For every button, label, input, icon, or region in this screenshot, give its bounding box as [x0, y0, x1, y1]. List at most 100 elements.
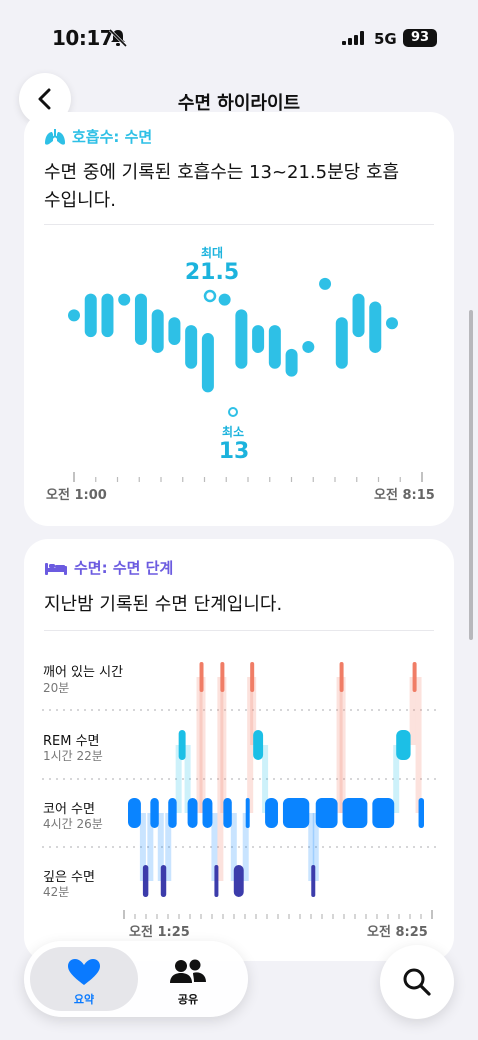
search-icon — [403, 968, 431, 996]
x-axis-start-label: 오전 1:25 — [129, 925, 190, 940]
tab-sharing-label: 공유 — [177, 993, 199, 1006]
stage-transition — [165, 813, 172, 881]
sleep-tag-label: 수면: 수면 단계 — [74, 559, 174, 577]
max-label: 최대 — [200, 246, 224, 260]
divider — [44, 630, 434, 631]
stage-segment — [202, 798, 213, 828]
stage-segment — [160, 865, 167, 897]
chevron-left-icon — [38, 88, 51, 110]
min-marker — [228, 407, 238, 417]
stage-awake-duration: 20분 — [43, 681, 70, 695]
stage-segment — [265, 798, 278, 828]
stage-transition — [157, 813, 164, 881]
stage-segment — [418, 798, 424, 828]
x-axis-end-label: 오전 8:25 — [367, 925, 428, 940]
stage-transition — [262, 745, 269, 813]
stage-transition — [175, 745, 182, 813]
stage-transition — [139, 813, 146, 881]
stage-segment — [396, 730, 411, 760]
divider — [44, 224, 434, 225]
data-point — [118, 293, 131, 306]
lungs-icon — [45, 128, 65, 145]
sleep-stages-card[interactable]: 수면: 수면 단계 지난밤 기록된 수면 단계입니다. 깨어 있는 시간 20분… — [24, 539, 454, 961]
stage-transition — [247, 677, 254, 813]
network-type: 5G — [374, 30, 397, 48]
stage-segment — [128, 798, 141, 828]
stage-segment — [233, 865, 244, 897]
stage-transition — [312, 813, 319, 881]
x-axis-start-label: 오전 1:00 — [46, 488, 107, 503]
stage-transition — [217, 677, 224, 881]
stage-segment — [253, 730, 264, 760]
stage-transition — [196, 677, 203, 813]
stage-segment — [150, 798, 159, 828]
stage-transition — [242, 813, 249, 881]
stage-core-label: 코어 수면 — [43, 802, 95, 817]
bell-slash-icon — [108, 29, 128, 47]
data-point — [68, 309, 80, 322]
tab-summary[interactable]: 요약 — [30, 947, 138, 1011]
stage-transition — [184, 745, 191, 813]
stage-transition — [393, 745, 400, 813]
stage-transition — [220, 677, 227, 813]
tab-bar: 요약 공유 — [24, 941, 248, 1017]
stage-segment — [199, 662, 204, 692]
stage-awake-label: 깨어 있는 시간 — [43, 665, 124, 680]
tab-summary-label: 요약 — [73, 993, 95, 1006]
heart-icon — [68, 959, 100, 985]
stage-transition — [339, 677, 346, 813]
data-point — [218, 293, 231, 306]
status-bar: 10:17 5G 93 — [0, 0, 478, 70]
stage-segment — [342, 798, 368, 828]
stage-segment — [220, 662, 225, 692]
stage-segment — [223, 798, 232, 828]
stage-segment — [311, 865, 316, 897]
stage-segment — [178, 730, 186, 760]
stage-core-duration: 4시간 26분 — [43, 817, 103, 831]
stage-transition — [147, 813, 154, 881]
data-point — [302, 340, 315, 353]
status-time: 10:17 — [52, 26, 114, 50]
respiratory-tag-label: 호흡수: 수면 — [72, 128, 153, 146]
respiratory-tag: 호흡수: 수면 — [44, 126, 152, 147]
stage-segment — [282, 798, 310, 828]
min-value: 13 — [218, 439, 250, 464]
stage-transition — [336, 677, 343, 813]
stage-segment — [412, 662, 417, 692]
sleep-tag: 수면: 수면 단계 — [44, 557, 173, 578]
stage-segment — [214, 865, 219, 897]
stage-segment — [245, 798, 250, 828]
data-point — [386, 317, 398, 330]
tab-sharing[interactable]: 공유 — [134, 947, 242, 1011]
stage-segment — [339, 662, 344, 692]
stage-transition — [230, 813, 237, 881]
stage-deep-duration: 42분 — [43, 885, 70, 899]
stage-transition — [308, 813, 315, 881]
respiratory-description: 수면 중에 기록된 호흡수는 13~21.5분당 호흡수입니다. — [44, 162, 400, 211]
people-icon — [170, 959, 206, 983]
stage-deep-label: 깊은 수면 — [43, 870, 95, 885]
battery-indicator: 93 — [403, 29, 437, 47]
stage-segment — [250, 662, 255, 692]
max-marker — [203, 289, 217, 303]
stage-transition — [250, 677, 257, 745]
stage-transition — [415, 677, 422, 813]
min-label: 최소 — [221, 425, 245, 439]
search-button[interactable] — [380, 945, 454, 1019]
data-point — [319, 277, 332, 290]
stage-transition — [211, 813, 218, 881]
max-value: 21.5 — [184, 260, 240, 285]
stage-rem-label: REM 수면 — [43, 734, 100, 749]
x-axis-end-label: 오전 8:15 — [374, 488, 435, 503]
respiratory-rate-card[interactable]: 호흡수: 수면 수면 중에 기록된 호흡수는 13~21.5분당 호흡수입니다.… — [24, 112, 454, 526]
page-title: 수면 하이라이트 — [177, 93, 301, 114]
stage-segment — [372, 798, 395, 828]
scrollbar[interactable] — [469, 310, 473, 640]
stage-segment — [168, 798, 177, 828]
stage-segment — [142, 865, 149, 897]
bed-icon — [45, 562, 67, 575]
stage-rem-duration: 1시간 22분 — [43, 749, 103, 763]
stage-segment — [187, 798, 198, 828]
sleep-description: 지난밤 기록된 수면 단계입니다. — [44, 594, 283, 615]
signal-icon — [342, 31, 364, 45]
